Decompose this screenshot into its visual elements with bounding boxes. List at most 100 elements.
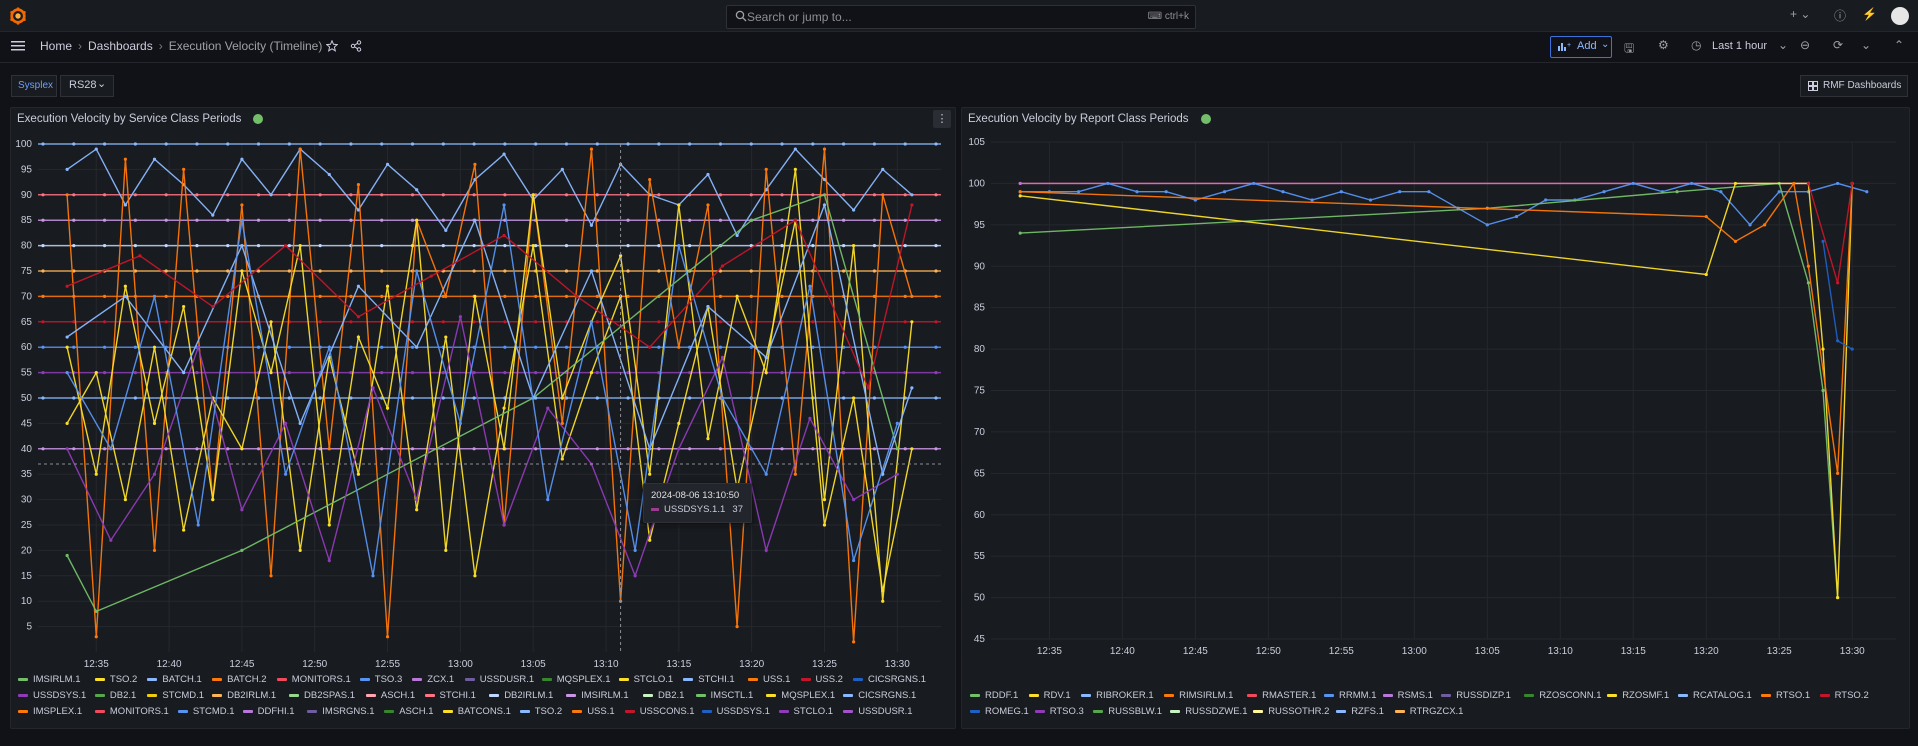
legend-item[interactable]: ZCX.1: [412, 674, 454, 685]
legend-item[interactable]: IMSIRLM.1: [18, 674, 81, 685]
menu-icon[interactable]: [11, 40, 25, 52]
legend-item[interactable]: RMASTER.1: [1247, 690, 1316, 701]
legend-item[interactable]: BATCONS.1: [442, 706, 511, 717]
data-point: [444, 228, 448, 232]
legend-item[interactable]: RIBROKER.1: [1081, 690, 1154, 701]
legend-item[interactable]: BATCH.2: [212, 674, 267, 685]
legend-item[interactable]: RUSSBLW.1: [1093, 706, 1162, 717]
legend-item[interactable]: STCHI.1: [424, 690, 476, 701]
gear-icon[interactable]: ⚙: [1658, 38, 1669, 52]
legend-item[interactable]: RTSO.3: [1034, 706, 1084, 717]
news-feed-icon[interactable]: ⚡: [1862, 7, 1877, 21]
rmf-dashboards-label: RMF Dashboards: [1823, 80, 1902, 91]
legend-item[interactable]: DB2IRLM.1: [212, 690, 276, 701]
chevron-down-icon[interactable]: ⌄: [1778, 38, 1789, 52]
plus-icon[interactable]: + ⌄: [1790, 7, 1811, 21]
legend-item[interactable]: BATCH.1: [147, 674, 202, 685]
legend-item[interactable]: MQSPLEX.1: [766, 690, 835, 701]
panel-menu-button[interactable]: ⋮: [933, 110, 951, 128]
chevron-down-icon[interactable]: ⌄: [1861, 38, 1872, 52]
legend-item[interactable]: IMSRGNS.1: [307, 706, 375, 717]
legend-item[interactable]: RTSO.2: [1819, 690, 1869, 701]
legend-item[interactable]: RZOSCONN.1: [1524, 690, 1601, 701]
legend-item[interactable]: MQSPLEX.1: [541, 674, 611, 685]
breadcrumb-dashboards[interactable]: Dashboards: [88, 39, 153, 53]
legend-item[interactable]: USS.2: [800, 674, 843, 685]
data-point: [1018, 194, 1022, 198]
legend-item[interactable]: USSCONS.1: [624, 706, 695, 717]
legend-item[interactable]: USSDUSR.1: [843, 706, 913, 717]
legend-item[interactable]: RUSSOTHR.2: [1253, 706, 1329, 717]
legend-item[interactable]: USSDSYS.1: [18, 690, 86, 701]
refresh-icon[interactable]: ⟳: [1833, 38, 1844, 52]
grafana-logo-icon[interactable]: [9, 7, 27, 25]
legend-item[interactable]: IMSIRLM.1: [566, 690, 629, 701]
breadcrumb-separator: ›: [158, 39, 163, 53]
star-icon[interactable]: [326, 40, 338, 52]
legend-item[interactable]: TSO.3: [359, 674, 402, 685]
legend-item[interactable]: RZFS.1: [1336, 706, 1384, 717]
legend-item[interactable]: RSMS.1: [1382, 690, 1433, 701]
legend-item[interactable]: ASCH.1: [384, 706, 434, 717]
legend-item[interactable]: RDDF.1: [970, 690, 1018, 701]
report-class-chart[interactable]: 45 50 55 60 65 70 75 80 85 90 95 100 105 12:35 12:40 12…: [961, 135, 1908, 690]
legend-item[interactable]: DB2.1: [94, 690, 136, 701]
legend-item[interactable]: DB2IRLM.1: [489, 690, 553, 701]
legend-item[interactable]: RUSSDIZP.1: [1441, 690, 1511, 701]
legend-item[interactable]: IMSCTL.1: [695, 690, 753, 701]
rmf-dashboards-link[interactable]: RMF Dashboards: [1800, 75, 1908, 97]
legend-item[interactable]: RTRGZCX.1: [1394, 706, 1463, 717]
data-point: [1836, 181, 1840, 186]
legend-item[interactable]: STCLO.1: [778, 706, 833, 717]
legend-item[interactable]: USSDSYS.1: [701, 706, 770, 717]
legend-item[interactable]: IMSPLEX.1: [18, 706, 82, 717]
legend-item[interactable]: RIMSIRLM.1: [1164, 690, 1233, 701]
legend-item[interactable]: CICSRGNS.1: [853, 674, 926, 685]
legend-item[interactable]: DDFHI.1: [242, 706, 295, 717]
data-point: [1398, 190, 1402, 194]
legend-item[interactable]: RRMM.1: [1324, 690, 1376, 701]
legend-item[interactable]: USSDUSR.1: [464, 674, 534, 685]
add-button[interactable]: + Add ⌄: [1550, 36, 1612, 58]
legend-item[interactable]: RUSSDZWE.1: [1170, 706, 1247, 717]
save-icon[interactable]: 🖫: [1624, 41, 1635, 55]
zoom-out-icon[interactable]: ⊖: [1800, 38, 1811, 52]
data-point: [811, 320, 815, 324]
sysplex-select[interactable]: RS28 ⌄: [60, 75, 114, 97]
legend-item[interactable]: USS.1: [572, 706, 615, 717]
legend-item[interactable]: ROMEG.1: [970, 706, 1029, 717]
breadcrumb-home[interactable]: Home: [40, 39, 73, 53]
collapse-icon[interactable]: ⌃: [1894, 38, 1905, 52]
legend-item[interactable]: MONITORS.1: [276, 674, 351, 685]
time-range-picker[interactable]: Last 1 hour: [1712, 40, 1768, 52]
data-point: [852, 498, 856, 502]
avatar[interactable]: [1891, 7, 1909, 25]
legend-item[interactable]: USS.1: [748, 674, 790, 685]
legend-item[interactable]: DB2.1: [643, 690, 684, 701]
legend-item[interactable]: STCHI.1: [683, 674, 735, 685]
legend-item[interactable]: RCATALOG.1: [1678, 690, 1752, 701]
legend-item[interactable]: MONITORS.1: [94, 706, 169, 717]
chart-tooltip: 2024-08-06 13:10:50 USSDSYS.1.1 37: [643, 483, 752, 523]
data-point: [866, 386, 870, 390]
legend-item[interactable]: RZOSMF.1: [1607, 690, 1669, 701]
legend-item[interactable]: ASCH.1: [365, 690, 415, 701]
legend-item[interactable]: RDV.1: [1028, 690, 1071, 701]
data-point: [677, 447, 681, 451]
legend-item[interactable]: STCMD.1: [177, 706, 235, 717]
data-point: [164, 244, 168, 248]
data-point: [41, 244, 45, 248]
service-class-chart[interactable]: 5 10 15 20 25 30 35 40 45 50 55 60 65 70 75 80 85 90 95 100…: [10, 135, 954, 675]
legend-item[interactable]: RTSO.1: [1761, 690, 1810, 701]
data-point: [133, 320, 137, 324]
help-icon[interactable]: ⓘ: [1834, 9, 1847, 23]
legend-item[interactable]: STCMD.1: [147, 690, 204, 701]
legend-item[interactable]: TSO.2: [94, 674, 137, 685]
legend-item[interactable]: DB2SPAS.1: [289, 690, 355, 701]
data-point: [934, 244, 938, 248]
share-icon[interactable]: [350, 40, 362, 52]
legend-item[interactable]: TSO.2: [519, 706, 562, 717]
legend-item[interactable]: STCLO.1: [618, 674, 673, 685]
legend-item[interactable]: CICSRGNS.1: [843, 690, 916, 701]
search-bar[interactable]: Search or jump to... ⌨ ctrl+k: [726, 5, 1196, 29]
